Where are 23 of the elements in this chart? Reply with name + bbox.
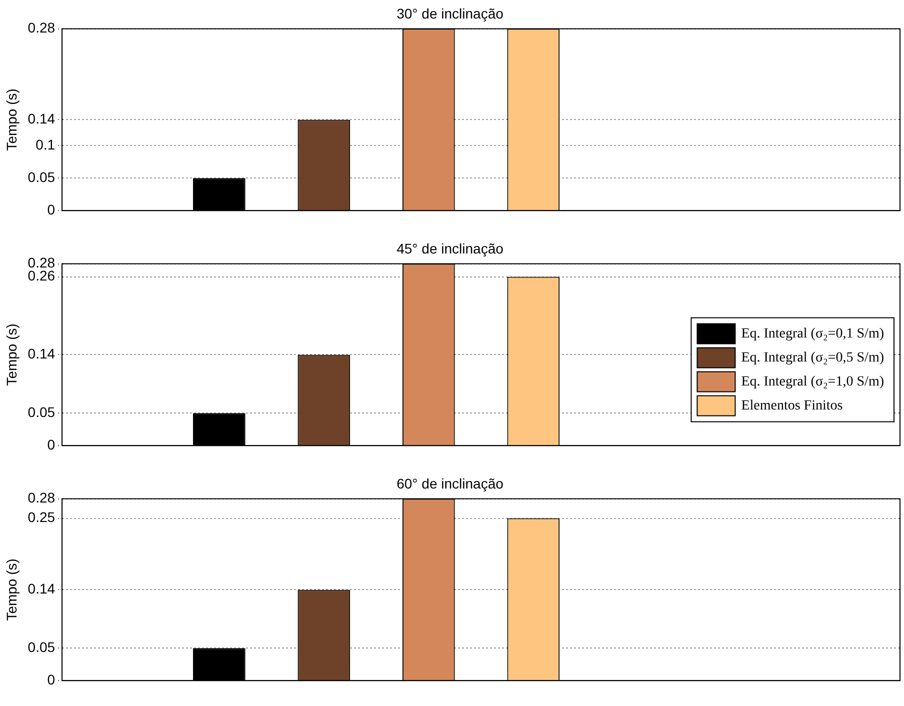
chart-title: 60° de inclinação — [396, 475, 504, 492]
y-tick-label: 0.1 — [36, 136, 56, 153]
y-axis-title: Tempo (s) — [3, 324, 20, 386]
y-tick-label: 0.05 — [28, 404, 56, 420]
y-axis-title: Tempo (s) — [3, 88, 20, 151]
y-tick-label: 0.14 — [28, 580, 56, 597]
y-tick-label: 0 — [47, 436, 56, 452]
chart-title: 30° de inclinação — [396, 5, 504, 22]
chart-title: 45° de inclinação — [396, 240, 504, 256]
legend-label: Eq. Integral (σ₂=0,5 S/m) — [741, 350, 884, 366]
y-tick-label: 0 — [47, 671, 56, 688]
legend-label: Eq. Integral (σ₂=0,1 S/m) — [741, 326, 884, 342]
y-tick-label: 0.25 — [28, 509, 56, 526]
y-tick-label: 0.14 — [28, 110, 56, 127]
y-tick-label: 0 — [47, 201, 56, 218]
legend-label: Elementos Finitos — [741, 398, 843, 414]
legend-label: Eq. Integral (σ₂=1,0 S/m) — [741, 374, 884, 390]
y-tick-label: 0.28 — [28, 490, 56, 506]
y-tick-label: 0.05 — [28, 168, 56, 185]
y-axis-title: Tempo (s) — [3, 558, 20, 621]
y-tick-label: 0.05 — [28, 638, 56, 655]
y-tick-label: 0.14 — [28, 346, 56, 362]
y-tick-label: 0.28 — [28, 20, 56, 36]
